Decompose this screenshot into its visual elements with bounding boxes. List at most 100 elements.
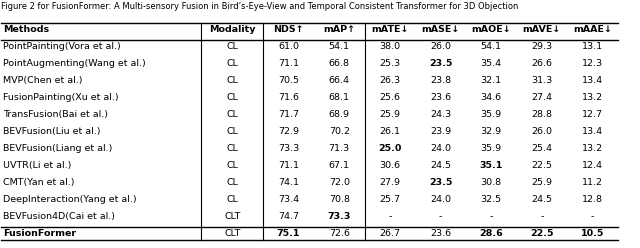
Text: 22.5: 22.5 <box>530 229 554 238</box>
Text: 23.5: 23.5 <box>429 59 452 68</box>
Text: CMT(Yan et al.): CMT(Yan et al.) <box>3 178 75 187</box>
Text: 70.8: 70.8 <box>329 195 349 204</box>
Text: 68.9: 68.9 <box>329 110 349 119</box>
Text: Methods: Methods <box>3 25 49 34</box>
Text: 73.3: 73.3 <box>278 144 299 153</box>
Text: PointAugmenting(Wang et al.): PointAugmenting(Wang et al.) <box>3 59 146 68</box>
Text: 72.9: 72.9 <box>278 127 299 136</box>
Text: 12.3: 12.3 <box>582 59 603 68</box>
Text: 24.0: 24.0 <box>430 195 451 204</box>
Text: 12.4: 12.4 <box>582 161 603 170</box>
Text: 71.7: 71.7 <box>278 110 299 119</box>
Text: TransFusion(Bai et al.): TransFusion(Bai et al.) <box>3 110 108 119</box>
Text: 27.4: 27.4 <box>531 93 552 102</box>
Text: 71.1: 71.1 <box>278 161 299 170</box>
Text: 10.5: 10.5 <box>581 229 604 238</box>
Text: CL: CL <box>227 195 238 204</box>
Text: mAVE↓: mAVE↓ <box>523 25 561 34</box>
Text: Modality: Modality <box>209 25 255 34</box>
Text: 35.9: 35.9 <box>481 144 502 153</box>
Text: 13.2: 13.2 <box>582 93 603 102</box>
Text: DeepInteraction(Yang et al.): DeepInteraction(Yang et al.) <box>3 195 137 204</box>
Text: mASE↓: mASE↓ <box>421 25 460 34</box>
Text: 32.1: 32.1 <box>481 76 502 85</box>
Text: FusionPainting(Xu et al.): FusionPainting(Xu et al.) <box>3 93 119 102</box>
Text: 71.6: 71.6 <box>278 93 299 102</box>
Text: 25.0: 25.0 <box>378 144 401 153</box>
Text: 25.6: 25.6 <box>380 93 401 102</box>
Text: 22.5: 22.5 <box>531 161 552 170</box>
Text: BEVFusion(Liu et al.): BEVFusion(Liu et al.) <box>3 127 100 136</box>
Text: 61.0: 61.0 <box>278 42 299 51</box>
Text: CL: CL <box>227 178 238 187</box>
Text: 35.1: 35.1 <box>479 161 503 170</box>
Text: CLT: CLT <box>224 229 241 238</box>
Text: CL: CL <box>227 161 238 170</box>
Text: UVTR(Li et al.): UVTR(Li et al.) <box>3 161 72 170</box>
Text: CL: CL <box>227 76 238 85</box>
Text: 72.6: 72.6 <box>329 229 349 238</box>
Text: 54.1: 54.1 <box>481 42 502 51</box>
Text: 73.4: 73.4 <box>278 195 299 204</box>
Text: 67.1: 67.1 <box>329 161 349 170</box>
Text: 28.8: 28.8 <box>531 110 552 119</box>
Text: 26.3: 26.3 <box>380 76 401 85</box>
Text: 74.1: 74.1 <box>278 178 299 187</box>
Text: 11.2: 11.2 <box>582 178 603 187</box>
Text: 25.4: 25.4 <box>531 144 552 153</box>
Text: 12.8: 12.8 <box>582 195 603 204</box>
Text: 34.6: 34.6 <box>481 93 502 102</box>
Text: BEVFusion(Liang et al.): BEVFusion(Liang et al.) <box>3 144 113 153</box>
Text: 13.4: 13.4 <box>582 76 603 85</box>
Text: 26.6: 26.6 <box>531 59 552 68</box>
Text: 66.4: 66.4 <box>329 76 349 85</box>
Text: -: - <box>388 212 392 221</box>
Text: -: - <box>540 212 543 221</box>
Text: 32.9: 32.9 <box>481 127 502 136</box>
Text: CL: CL <box>227 59 238 68</box>
Text: 23.5: 23.5 <box>429 178 452 187</box>
Text: Figure 2 for FusionFormer: A Multi-sensory Fusion in Bird’s-Eye-View and Tempora: Figure 2 for FusionFormer: A Multi-senso… <box>1 2 518 11</box>
Text: 23.9: 23.9 <box>430 127 451 136</box>
Text: 68.1: 68.1 <box>329 93 349 102</box>
Text: 32.5: 32.5 <box>481 195 502 204</box>
Text: 54.1: 54.1 <box>329 42 349 51</box>
Text: 23.6: 23.6 <box>430 229 451 238</box>
Text: 26.7: 26.7 <box>380 229 401 238</box>
Text: 30.8: 30.8 <box>481 178 502 187</box>
Text: mAOE↓: mAOE↓ <box>472 25 511 34</box>
Text: 35.9: 35.9 <box>481 110 502 119</box>
Text: 70.2: 70.2 <box>329 127 349 136</box>
Text: 13.4: 13.4 <box>582 127 603 136</box>
Text: 25.7: 25.7 <box>380 195 401 204</box>
Text: 26.1: 26.1 <box>380 127 401 136</box>
Text: CL: CL <box>227 93 238 102</box>
Text: PointPainting(Vora et al.): PointPainting(Vora et al.) <box>3 42 121 51</box>
Text: -: - <box>490 212 493 221</box>
Text: BEVFusion4D(Cai et al.): BEVFusion4D(Cai et al.) <box>3 212 115 221</box>
Text: 28.6: 28.6 <box>479 229 503 238</box>
Text: mAP↑: mAP↑ <box>323 25 355 34</box>
Text: 13.2: 13.2 <box>582 144 603 153</box>
Text: CL: CL <box>227 110 238 119</box>
Text: 73.3: 73.3 <box>328 212 351 221</box>
Text: 23.8: 23.8 <box>430 76 451 85</box>
Text: CL: CL <box>227 42 238 51</box>
Text: 71.1: 71.1 <box>278 59 299 68</box>
Text: 38.0: 38.0 <box>380 42 401 51</box>
Text: 26.0: 26.0 <box>430 42 451 51</box>
Text: 72.0: 72.0 <box>329 178 349 187</box>
Text: 25.9: 25.9 <box>380 110 401 119</box>
Text: -: - <box>439 212 442 221</box>
Text: 30.6: 30.6 <box>380 161 401 170</box>
Text: CLT: CLT <box>224 212 241 221</box>
Text: CL: CL <box>227 144 238 153</box>
Text: FusionFormer: FusionFormer <box>3 229 76 238</box>
Text: 27.9: 27.9 <box>380 178 401 187</box>
Text: 24.0: 24.0 <box>430 144 451 153</box>
Text: 31.3: 31.3 <box>531 76 552 85</box>
Text: 71.3: 71.3 <box>329 144 350 153</box>
Text: 24.3: 24.3 <box>430 110 451 119</box>
Text: MVP(Chen et al.): MVP(Chen et al.) <box>3 76 83 85</box>
Text: 25.3: 25.3 <box>380 59 401 68</box>
